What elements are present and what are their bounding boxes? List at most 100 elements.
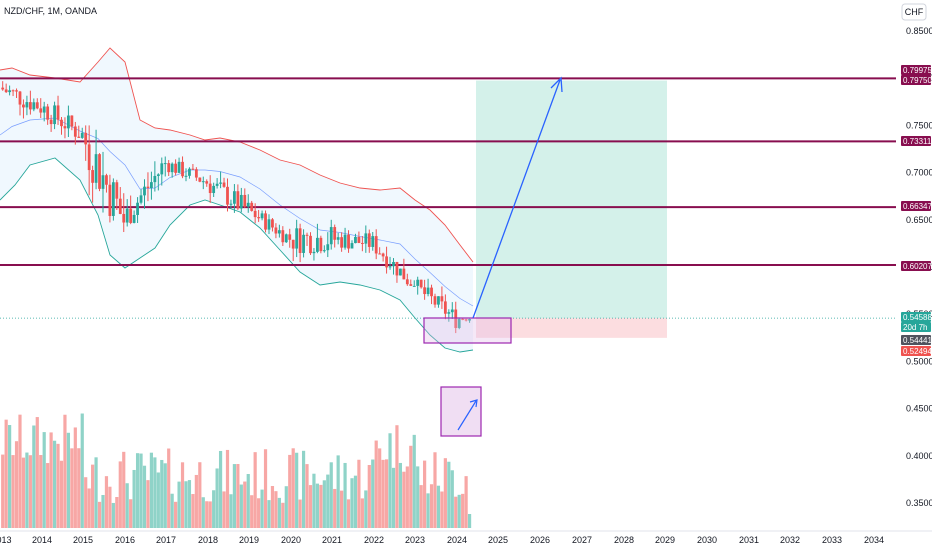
candle-2013-12[interactable] — [39, 98, 43, 119]
candle-2019-3[interactable] — [257, 209, 261, 222]
candle-2021-11[interactable] — [367, 229, 371, 253]
candle-2017-1[interactable] — [167, 160, 171, 176]
candle-2017-2[interactable] — [170, 162, 174, 178]
candle-2022-8[interactable] — [399, 268, 402, 276]
candle-2014-3[interactable] — [49, 114, 53, 132]
candle-2020-1[interactable] — [291, 239, 295, 262]
candle-2015-5[interactable] — [98, 153, 101, 192]
candle-2020-2[interactable] — [295, 219, 299, 258]
candle-2013-9[interactable] — [28, 90, 32, 115]
candle-2023-3[interactable] — [423, 279, 427, 300]
candle-2021-10[interactable] — [364, 225, 368, 253]
candle-2018-6[interactable] — [226, 178, 229, 212]
candle-2018-4[interactable] — [219, 171, 222, 189]
candle-2016-6[interactable] — [143, 179, 146, 209]
candle-2016-3[interactable] — [132, 210, 136, 224]
candle-2020-8[interactable] — [316, 223, 319, 254]
candle-2021-7[interactable] — [354, 233, 357, 244]
candle-2022-12[interactable] — [412, 280, 416, 287]
candle-2021-3[interactable] — [340, 232, 344, 252]
stop-zone[interactable] — [476, 318, 667, 338]
candle-2015-9[interactable] — [111, 178, 115, 221]
candle-2024-4[interactable] — [468, 318, 471, 323]
candle-2019-7[interactable] — [271, 218, 274, 232]
candle-2019-1[interactable] — [250, 200, 254, 212]
candle-2013-2[interactable] — [4, 83, 8, 94]
candle-2021-8[interactable] — [357, 231, 361, 244]
candle-2016-4[interactable] — [136, 197, 139, 223]
candle-2022-1[interactable] — [374, 229, 378, 260]
candle-2021-6[interactable] — [350, 240, 354, 249]
candle-2022-7[interactable] — [395, 261, 399, 283]
candle-2013-6[interactable] — [18, 90, 22, 116]
candle-2022-11[interactable] — [409, 279, 413, 286]
candle-2014-2[interactable] — [46, 103, 50, 125]
candle-2014-5[interactable] — [56, 95, 60, 125]
candle-2023-9[interactable] — [443, 294, 447, 320]
candle-2016-10[interactable] — [156, 173, 160, 191]
candle-2015-8[interactable] — [108, 174, 112, 223]
candle-2019-10[interactable] — [281, 226, 285, 247]
candle-2016-5[interactable] — [139, 189, 143, 205]
candle-2014-12[interactable] — [80, 127, 84, 139]
candle-2020-9[interactable] — [319, 235, 323, 254]
candle-2017-11[interactable] — [201, 176, 205, 190]
candle-2017-5[interactable] — [181, 156, 184, 179]
candle-2023-1[interactable] — [416, 276, 420, 295]
candle-2023-2[interactable] — [419, 279, 423, 289]
candle-2018-1[interactable] — [208, 175, 212, 203]
candle-2018-8[interactable] — [233, 184, 236, 213]
candle-2016-12[interactable] — [163, 156, 167, 177]
candle-2017-6[interactable] — [184, 168, 188, 182]
candle-2020-10[interactable] — [322, 245, 326, 253]
candle-2020-3[interactable] — [298, 223, 302, 263]
candle-2020-4[interactable] — [302, 229, 305, 258]
candle-2019-11[interactable] — [284, 233, 288, 243]
candle-2016-8[interactable] — [150, 171, 153, 200]
price-tag-8[interactable]: 0.54441 — [901, 335, 932, 345]
candle-2016-11[interactable] — [160, 157, 164, 186]
candle-2024-3[interactable] — [464, 318, 468, 322]
candle-2015-10[interactable] — [115, 179, 119, 211]
candle-2019-12[interactable] — [288, 228, 292, 248]
candle-2017-3[interactable] — [174, 159, 178, 176]
candle-2022-3[interactable] — [381, 252, 385, 262]
candle-2022-10[interactable] — [405, 273, 409, 286]
candle-2013-5[interactable] — [15, 88, 18, 99]
candle-2019-6[interactable] — [267, 214, 271, 235]
candle-2019-5[interactable] — [264, 210, 267, 233]
price-tag-4[interactable]: 0.66347 — [901, 201, 932, 211]
candle-2018-11[interactable] — [243, 188, 247, 209]
candle-2023-10[interactable] — [447, 309, 451, 322]
candle-2018-7[interactable] — [229, 199, 233, 209]
price-tag-7[interactable]: 20d 7h — [901, 322, 931, 332]
candle-2020-5[interactable] — [305, 232, 309, 246]
candle-2022-9[interactable] — [402, 258, 406, 280]
candle-2017-8[interactable] — [191, 164, 195, 170]
candle-2022-5[interactable] — [388, 256, 392, 270]
candle-2013-10[interactable] — [32, 98, 36, 112]
candle-2016-9[interactable] — [153, 161, 157, 192]
candle-2017-9[interactable] — [194, 167, 198, 181]
candle-2024-1[interactable] — [457, 317, 461, 330]
candle-2017-12[interactable] — [205, 179, 209, 187]
candle-2023-12[interactable] — [454, 301, 458, 334]
candle-2023-6[interactable] — [433, 293, 437, 308]
candle-2023-7[interactable] — [437, 296, 440, 308]
candle-2018-10[interactable] — [239, 187, 243, 213]
candle-2022-2[interactable] — [378, 247, 382, 255]
candle-2018-9[interactable] — [236, 184, 240, 210]
candle-2016-1[interactable] — [125, 199, 129, 227]
price-tag-2[interactable]: 0.79750 — [901, 75, 932, 85]
candle-2015-12[interactable] — [122, 193, 126, 233]
candle-2015-7[interactable] — [105, 173, 108, 193]
candle-2021-2[interactable] — [336, 232, 340, 245]
candle-2014-8[interactable] — [67, 105, 70, 137]
volume-box[interactable] — [440, 386, 482, 437]
candle-2014-10[interactable] — [73, 121, 77, 145]
currency-scale-button[interactable]: CHF — [901, 3, 927, 21]
price-tag-3[interactable]: 0.73311 — [901, 136, 932, 146]
candle-2019-2[interactable] — [253, 203, 257, 224]
candle-2014-9[interactable] — [70, 115, 74, 131]
